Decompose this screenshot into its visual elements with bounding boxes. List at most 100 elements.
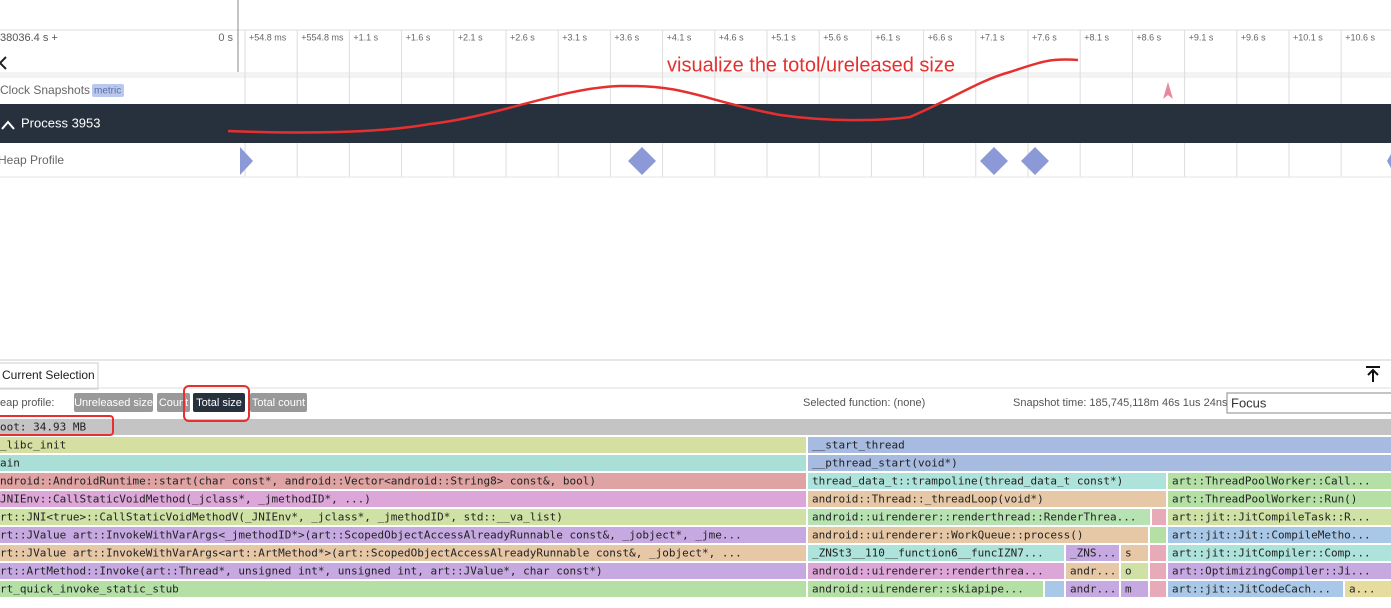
frame-label: JNIEnv::CallStaticVoidMethod(_jclass*, _…	[0, 493, 371, 506]
flame-frame[interactable]	[808, 581, 1043, 597]
frame-label: __start_thread	[812, 439, 905, 452]
flame-frame[interactable]	[1066, 581, 1119, 597]
snapshot-marker[interactable]	[1163, 82, 1173, 99]
heap-dump[interactable]	[1021, 147, 1049, 175]
frame-label: android::uirenderer::renderthrea...	[812, 565, 1044, 578]
annotation-box	[183, 385, 250, 422]
tick-label: +3.1 s	[562, 32, 587, 42]
frame-label: __pthread_start(void*)	[812, 457, 958, 470]
flame-frame[interactable]	[0, 455, 806, 471]
flame-frame[interactable]	[1150, 563, 1166, 579]
frame-label: art::jit::JitCompiler::Comp...	[1172, 547, 1371, 560]
collapse-icon[interactable]	[1, 120, 15, 130]
flame-frame[interactable]	[1066, 563, 1119, 579]
frame-label: art::jit::JitCodeCach...	[1172, 583, 1331, 596]
flame-frame[interactable]	[808, 473, 1166, 489]
frame-label: rt_quick_invoke_static_stub	[0, 583, 179, 596]
view-button[interactable]	[193, 393, 245, 412]
flame-frame[interactable]	[1121, 581, 1148, 597]
flame-frame[interactable]	[1168, 491, 1391, 507]
frame-label: rt::JValue art::InvokeWithVarArgs<art::A…	[0, 547, 742, 560]
heap-dump[interactable]	[980, 147, 1008, 175]
flame-frame[interactable]	[0, 491, 806, 507]
annotation-curve	[227, 58, 1079, 134]
track-title: Clock Snapshots	[0, 83, 90, 97]
view-button-label: Unreleased size	[74, 397, 153, 409]
frame-label: android::Thread::_threadLoop(void*)	[812, 493, 1044, 506]
flame-frame[interactable]	[808, 455, 1391, 471]
frame-label: andr...	[1070, 583, 1116, 596]
tick-label: +9.6 s	[1241, 32, 1266, 42]
flame-frame[interactable]	[1168, 581, 1343, 597]
tab[interactable]	[0, 362, 99, 390]
flame-frame[interactable]	[1121, 563, 1148, 579]
view-button-label: Total size	[196, 397, 242, 409]
flame-frame[interactable]	[1168, 473, 1391, 489]
flame-frame[interactable]	[1345, 581, 1391, 597]
flame-frame[interactable]	[808, 509, 1150, 525]
maximize-icon[interactable]	[1366, 366, 1380, 382]
frame-label: andr...	[1070, 565, 1116, 578]
flame-frame[interactable]	[0, 545, 806, 561]
flame-frame[interactable]	[0, 473, 806, 489]
frame-label: art::ThreadPoolWorker::Call...	[1172, 475, 1371, 488]
heap-dump[interactable]	[240, 147, 253, 175]
flame-frame[interactable]	[1168, 563, 1391, 579]
heap-dump[interactable]	[628, 147, 656, 175]
flame-frame[interactable]	[808, 545, 1064, 561]
frame-label: ndroid::AndroidRuntime::start(char const…	[0, 475, 596, 488]
tick-label: +6.6 s	[928, 32, 953, 42]
flame-frame[interactable]	[0, 419, 1391, 435]
frame-label: o	[1125, 565, 1132, 578]
metric-badge-text: metric	[94, 86, 121, 97]
tick-label: +5.1 s	[771, 32, 796, 42]
heap-dump[interactable]	[1387, 154, 1391, 168]
tick-label: +7.1 s	[980, 32, 1005, 42]
frame-label: art::jit::Jit::CompileMetho...	[1172, 529, 1371, 542]
flame-frame[interactable]	[1121, 545, 1148, 561]
flame-frame[interactable]	[0, 581, 806, 597]
flame-frame[interactable]	[1150, 581, 1166, 597]
flame-frame[interactable]	[0, 437, 806, 453]
flame-frame[interactable]	[808, 563, 1064, 579]
flame-frame[interactable]	[1168, 545, 1391, 561]
flame-frame[interactable]	[0, 509, 806, 525]
tick-label: +6.1 s	[875, 32, 900, 42]
track-grid: 0 s +54.8 ms +554.8 ms +1.1 s +1.6 s +2.1 s +2…	[218, 30, 1375, 177]
tick-label: 0 s	[218, 32, 233, 44]
collapse-all-icon[interactable]	[0, 56, 7, 70]
metric-badge	[92, 84, 124, 97]
tick-label: +10.6 s	[1345, 32, 1375, 42]
frame-label: rt::JNI<true>::CallStaticVoidMethodV(_JN…	[0, 511, 563, 524]
view-button[interactable]	[74, 393, 153, 412]
process-title: Process 3953	[21, 115, 101, 130]
flame-frame[interactable]	[0, 563, 806, 579]
tick-label: +9.1 s	[1189, 32, 1214, 42]
tick-label: +8.6 s	[1136, 32, 1161, 42]
flame-frame[interactable]	[1168, 509, 1391, 525]
tick-label: +7.6 s	[1032, 32, 1057, 42]
focus-placeholder: Focus	[1231, 395, 1267, 410]
flame-frame[interactable]	[1168, 527, 1391, 543]
view-button[interactable]	[157, 393, 190, 412]
focus-input[interactable]	[1226, 392, 1391, 414]
view-button-label: Count	[159, 397, 188, 409]
flame-frame[interactable]	[1150, 545, 1166, 561]
process-header[interactable]	[0, 104, 1391, 143]
flame-frame[interactable]	[808, 527, 1148, 543]
flame-frame[interactable]	[1066, 545, 1119, 561]
tick-label: +2.1 s	[458, 32, 483, 42]
flame-frame[interactable]	[1045, 581, 1064, 597]
flame-frame[interactable]	[0, 527, 806, 543]
flame-frame[interactable]	[808, 491, 1166, 507]
offset-label: 38036.4 s +	[0, 32, 58, 44]
view-button[interactable]	[250, 393, 307, 412]
flame-frame[interactable]	[1150, 527, 1166, 543]
flame-frame[interactable]	[808, 437, 1391, 453]
tick-label: +1.6 s	[406, 32, 431, 42]
view-button-label: Total count	[252, 397, 305, 409]
frame-label: art::OptimizingCompiler::Ji...	[1172, 565, 1371, 578]
tick-label: +5.6 s	[823, 32, 848, 42]
flame-frame[interactable]	[1152, 509, 1166, 525]
tick-label: +554.8 ms	[301, 32, 344, 42]
